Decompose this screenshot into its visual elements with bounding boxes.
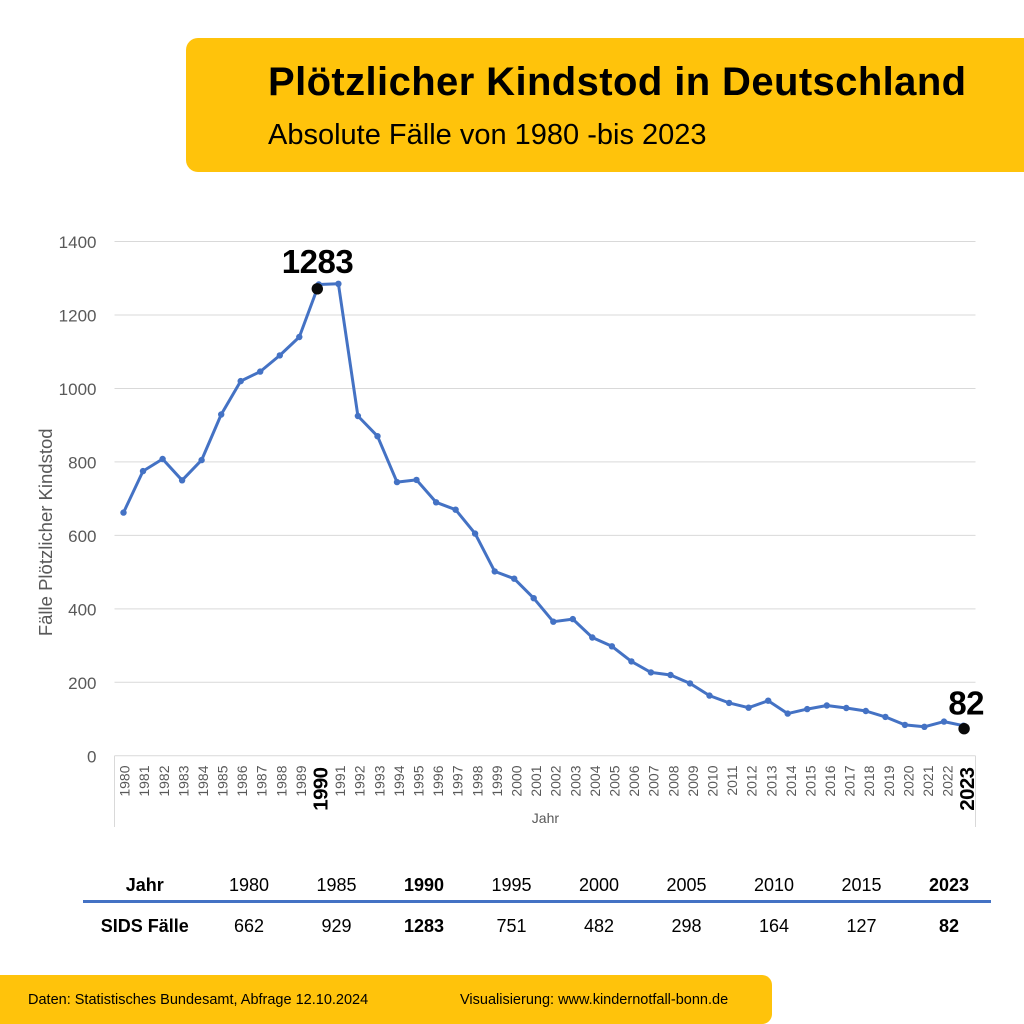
svg-text:2010: 2010 <box>704 765 720 796</box>
svg-text:2000: 2000 <box>509 765 525 796</box>
svg-text:1984: 1984 <box>195 765 211 796</box>
svg-text:2006: 2006 <box>626 765 642 796</box>
svg-text:2007: 2007 <box>646 765 662 796</box>
svg-text:2008: 2008 <box>665 765 681 796</box>
svg-text:1986: 1986 <box>234 765 250 796</box>
svg-text:1999: 1999 <box>489 765 505 796</box>
svg-text:1989: 1989 <box>293 765 309 796</box>
svg-text:2022: 2022 <box>940 765 956 796</box>
svg-text:2005: 2005 <box>607 765 623 796</box>
svg-text:1981: 1981 <box>136 765 152 796</box>
svg-text:2023: 2023 <box>956 767 979 810</box>
svg-text:2016: 2016 <box>822 765 838 796</box>
svg-text:1988: 1988 <box>273 765 289 796</box>
svg-text:1995: 1995 <box>411 765 427 796</box>
svg-text:1400: 1400 <box>59 233 97 252</box>
svg-text:1000: 1000 <box>59 380 97 399</box>
svg-text:1997: 1997 <box>450 765 466 796</box>
svg-text:2001: 2001 <box>528 765 544 796</box>
svg-text:200: 200 <box>68 674 96 693</box>
svg-text:2009: 2009 <box>685 765 701 796</box>
svg-text:600: 600 <box>68 527 96 546</box>
svg-text:2013: 2013 <box>763 765 779 796</box>
svg-text:2003: 2003 <box>567 765 583 796</box>
svg-text:1990: 1990 <box>309 767 332 810</box>
svg-text:Fälle Plötzlicher Kindstod: Fälle Plötzlicher Kindstod <box>35 428 56 636</box>
svg-text:1982: 1982 <box>156 765 172 796</box>
svg-text:800: 800 <box>68 453 96 472</box>
svg-text:2021: 2021 <box>920 765 936 796</box>
svg-text:400: 400 <box>68 600 96 619</box>
svg-text:1983: 1983 <box>175 765 191 796</box>
svg-text:2014: 2014 <box>783 765 799 796</box>
svg-text:Jahr: Jahr <box>532 810 560 826</box>
svg-text:1987: 1987 <box>254 765 270 796</box>
svg-text:1998: 1998 <box>469 765 485 796</box>
svg-text:1993: 1993 <box>371 765 387 796</box>
svg-text:82: 82 <box>948 685 984 722</box>
svg-text:1985: 1985 <box>215 765 231 796</box>
svg-text:2004: 2004 <box>587 765 603 796</box>
svg-text:1991: 1991 <box>332 765 348 796</box>
svg-text:2015: 2015 <box>802 765 818 796</box>
svg-text:2019: 2019 <box>881 765 897 796</box>
svg-text:0: 0 <box>87 747 96 766</box>
svg-text:1200: 1200 <box>59 307 97 326</box>
svg-text:1283: 1283 <box>282 243 354 280</box>
svg-text:2012: 2012 <box>744 765 760 796</box>
svg-text:2018: 2018 <box>861 765 877 796</box>
svg-text:2017: 2017 <box>842 765 858 796</box>
svg-text:1996: 1996 <box>430 765 446 796</box>
svg-text:1992: 1992 <box>352 765 368 796</box>
svg-text:2020: 2020 <box>900 765 916 796</box>
svg-text:2011: 2011 <box>724 765 740 795</box>
svg-text:1994: 1994 <box>391 765 407 796</box>
svg-text:2002: 2002 <box>548 765 564 796</box>
svg-text:1980: 1980 <box>117 765 133 796</box>
